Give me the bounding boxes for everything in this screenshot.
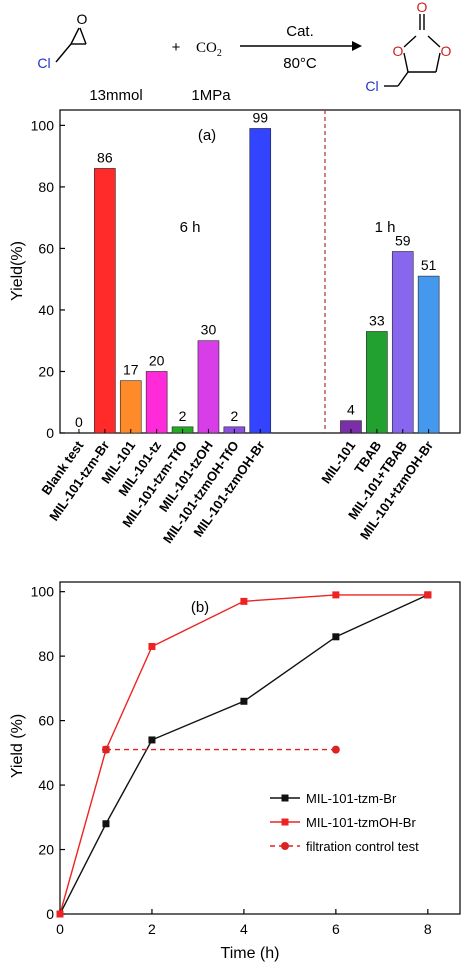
data-point-mil-101-tzm-br bbox=[148, 736, 156, 744]
y-tick-label: 80 bbox=[38, 648, 54, 664]
reaction-scheme: O Cl 13mmol + CO2 1MPa Cat. 80°C O O O C… bbox=[37, 0, 451, 104]
x-category-label: MIL-101 bbox=[318, 438, 358, 486]
bar-6-h-mil-101-tz bbox=[145, 371, 168, 434]
reaction-arrow bbox=[240, 41, 362, 51]
panel-b-frame bbox=[59, 581, 461, 915]
panel-a-y-axis-label: Yield(%) bbox=[9, 241, 26, 301]
reactant-amount: 13mmol bbox=[89, 87, 142, 104]
panel-a-bars: 0 86 17 20 2 30 2 99 4 33 59 51 bbox=[75, 109, 440, 434]
group-label-6h: 6 h bbox=[180, 219, 201, 236]
bar-value-label: 51 bbox=[421, 257, 437, 273]
bar-value-label: 99 bbox=[252, 109, 268, 125]
x-tick-label: 8 bbox=[424, 921, 432, 937]
bar-value-label: 33 bbox=[369, 312, 385, 328]
bar-1-h-mil-101-tzmoh-br bbox=[417, 275, 440, 434]
x-tick-label: 4 bbox=[240, 921, 248, 937]
x-tick-label: 6 bbox=[332, 921, 340, 937]
legend-label-mil-101-tzm-br: MIL-101-tzm-Br bbox=[306, 791, 397, 806]
data-point-mil-101-tzmoh-br bbox=[424, 591, 432, 599]
panel-b-legend: MIL-101-tzm-Br MIL-101-tzmOH-Br filtration… bbox=[270, 791, 419, 854]
panel-b-x-axis-label: Time (h) bbox=[221, 945, 280, 962]
bar-value-label: 59 bbox=[395, 233, 411, 249]
temperature-label: 80°C bbox=[283, 55, 317, 72]
bar-value-label: 0 bbox=[75, 414, 83, 430]
catalyst-label: Cat. bbox=[286, 23, 314, 40]
ring-oxygen-right-label: O bbox=[441, 43, 452, 59]
line-chart-panel-b: (b) Yield (%) Time (h) 0 20 40 60 80 100 0 2 4 6 8… bbox=[9, 581, 461, 962]
x-tick-label: 0 bbox=[56, 921, 64, 937]
epoxide-oxygen-label: O bbox=[77, 11, 88, 27]
carbonyl-oxygen-label: O bbox=[417, 0, 428, 15]
bar-value-label: 20 bbox=[149, 352, 165, 368]
product-cl-label: Cl bbox=[365, 78, 378, 94]
data-point-mil-101-tzmoh-br bbox=[148, 642, 156, 650]
cyclic-carbonate-structure bbox=[384, 14, 441, 87]
data-point-filtration-control-test bbox=[101, 745, 110, 754]
y-tick-label: 0 bbox=[46, 906, 54, 922]
legend-marker-mil-101-tzmoh-br bbox=[281, 818, 289, 826]
y-tick-label: 0 bbox=[46, 425, 54, 441]
bar-value-label: 30 bbox=[201, 322, 217, 338]
legend-label-mil-101-tzmoh-br: MIL-101-tzmOH-Br bbox=[306, 815, 416, 830]
bar-1-h-tbab bbox=[366, 331, 388, 434]
group-label-1h: 1 h bbox=[375, 219, 396, 236]
legend-marker-filtration-control-test bbox=[281, 842, 289, 850]
plus-sign: + bbox=[172, 39, 181, 56]
data-point-filtration-control-test bbox=[331, 745, 340, 754]
legend-label-filtration-control-test: filtration control test bbox=[306, 839, 419, 854]
co2-amount: 1MPa bbox=[191, 87, 231, 104]
y-tick-label: 80 bbox=[38, 179, 54, 195]
reactant-cl-label: Cl bbox=[37, 55, 50, 71]
bar-6-h-mil-101-tzoh bbox=[197, 340, 220, 434]
bar-value-label: 86 bbox=[97, 149, 113, 165]
y-tick-label: 40 bbox=[38, 777, 54, 793]
y-tick-label: 100 bbox=[31, 584, 55, 600]
panel-a-label: (a) bbox=[198, 127, 216, 144]
data-point-mil-101-tzmoh-br bbox=[332, 591, 340, 599]
y-tick-label: 20 bbox=[38, 363, 54, 379]
data-point-mil-101-tzmoh-br bbox=[56, 910, 64, 918]
panel-a-x-tick-labels: Blank testMIL-101-tzm-BrMIL-101MIL-101-t… bbox=[38, 429, 436, 546]
co2-label: CO2 bbox=[196, 40, 222, 59]
series-line-mil-101-tzmoh-br bbox=[59, 594, 428, 915]
x-tick-label: 2 bbox=[148, 921, 156, 937]
bar-value-label: 2 bbox=[230, 408, 238, 424]
y-tick-label: 100 bbox=[31, 117, 55, 133]
bar-1-h-mil-101-tbab bbox=[391, 251, 414, 434]
data-point-mil-101-tzm-br bbox=[240, 697, 248, 705]
panel-b-series bbox=[56, 591, 432, 918]
y-tick-label: 20 bbox=[38, 842, 54, 858]
ring-oxygen-left-label: O bbox=[393, 43, 404, 59]
panel-b-ticks: 0 20 40 60 80 100 0 2 4 6 8 bbox=[31, 584, 432, 937]
bar-6-h-mil-101-tzm-br bbox=[94, 168, 116, 434]
data-point-mil-101-tzm-br bbox=[102, 820, 110, 828]
series-line-mil-101-tzm-br bbox=[59, 594, 429, 915]
panel-b-label: (b) bbox=[191, 599, 209, 616]
bar-6-h-mil-101 bbox=[119, 380, 142, 434]
bar-value-label: 2 bbox=[179, 408, 187, 424]
bar-6-h-mil-101-tzmoh-br bbox=[249, 128, 272, 434]
y-tick-label: 60 bbox=[38, 240, 54, 256]
panel-b-y-axis-label: Yield (%) bbox=[9, 714, 26, 778]
y-tick-label: 60 bbox=[38, 713, 54, 729]
y-tick-label: 40 bbox=[38, 302, 54, 318]
legend-marker-mil-101-tzm-br bbox=[281, 794, 289, 802]
bar-value-label: 17 bbox=[123, 362, 139, 378]
data-point-mil-101-tzmoh-br bbox=[240, 597, 248, 605]
bar-value-label: 4 bbox=[347, 402, 355, 418]
data-point-mil-101-tzm-br bbox=[332, 633, 340, 641]
epichlorohydrin-structure bbox=[55, 27, 87, 63]
panel-a-y-ticks: 0 20 40 60 80 100 bbox=[31, 117, 65, 441]
